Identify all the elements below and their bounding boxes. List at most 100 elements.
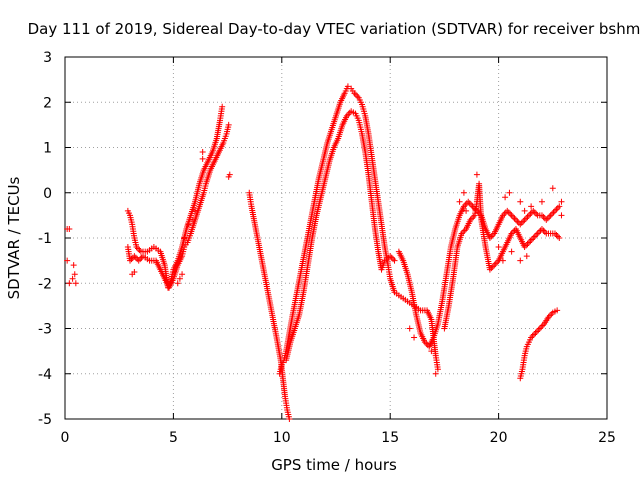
data-point (71, 271, 78, 278)
data-point-fill (390, 256, 397, 263)
data-point-fill (527, 238, 534, 245)
data-point (551, 207, 558, 214)
y-tick-label: 0 (43, 186, 52, 202)
data-point (192, 207, 199, 214)
data-point (534, 230, 541, 237)
data-point (286, 416, 293, 422)
data-points (64, 83, 565, 422)
data-point (536, 325, 543, 332)
data-point (463, 207, 470, 214)
data-point-fill (468, 201, 475, 208)
axis-tick-labels: 0 5 10 15 20 25 -5 -4 -3 -2 -1 0 1 2 3 (38, 50, 616, 446)
data-point (72, 280, 79, 287)
data-point-fill (524, 241, 531, 248)
data-point (521, 216, 528, 223)
data-point (517, 221, 524, 228)
y-tick-label: 1 (43, 141, 52, 157)
data-point (506, 189, 513, 196)
data-point (554, 307, 561, 314)
data-point-fill (524, 213, 531, 220)
data-point (225, 173, 232, 180)
data-point (181, 235, 188, 241)
data-point-fill (520, 218, 527, 225)
data-point (129, 271, 136, 278)
data-point (528, 203, 535, 210)
data-point-fill (514, 218, 521, 225)
data-point (499, 257, 506, 264)
x-tick-label: 20 (490, 430, 508, 446)
data-point-fill (528, 236, 535, 243)
data-point-fill (548, 311, 555, 318)
data-point-fill (489, 263, 496, 270)
data-point (558, 212, 565, 219)
data-point (199, 149, 206, 156)
data-point (199, 155, 206, 162)
x-tick-label: 25 (598, 430, 616, 446)
data-point (66, 225, 73, 232)
data-point-fill (527, 210, 534, 217)
data-point (64, 257, 71, 264)
data-point (502, 194, 509, 201)
data-point-fill (531, 233, 538, 240)
y-tick-label: -5 (38, 412, 52, 428)
data-point-fill (540, 213, 547, 220)
data-point-fill (536, 228, 543, 235)
data-point-fill (518, 219, 525, 226)
data-point-fill (510, 213, 517, 220)
data-point (521, 207, 528, 214)
chart-title: Day 111 of 2019, Sidereal Day-to-day VTE… (28, 20, 640, 38)
data-point-fill (466, 200, 473, 207)
y-tick-label: -4 (38, 367, 52, 383)
data-point-fill (352, 91, 359, 98)
data-point (179, 271, 186, 278)
data-point-fill (531, 209, 538, 216)
data-point-fill (533, 231, 540, 238)
data-point-fill (554, 233, 561, 240)
data-point-fill (553, 231, 560, 238)
data-point (189, 216, 196, 223)
data-point (225, 121, 232, 128)
data-point (504, 207, 511, 214)
data-point (549, 185, 556, 192)
data-point (69, 275, 76, 282)
data-point (391, 257, 398, 264)
data-point (473, 171, 480, 178)
y-tick-label: 3 (43, 50, 52, 66)
data-point (66, 280, 73, 287)
data-point (465, 198, 472, 205)
data-point (530, 235, 537, 241)
data-point-fill (554, 204, 561, 211)
x-tick-label: 5 (169, 430, 178, 446)
data-point (547, 212, 554, 219)
data-point (456, 198, 463, 205)
data-point (187, 230, 194, 237)
data-point (185, 221, 192, 228)
data-point-fill (507, 210, 514, 217)
data-point-fill (544, 215, 551, 222)
data-point (517, 257, 524, 264)
data-point (432, 370, 439, 377)
data-point (135, 257, 142, 264)
y-tick-label: -3 (38, 322, 52, 338)
data-point (543, 216, 550, 223)
data-point (434, 366, 441, 373)
data-point (512, 216, 519, 223)
data-point (70, 262, 77, 269)
data-point-fill (505, 209, 512, 216)
y-tick-label: 2 (43, 95, 52, 111)
x-axis-label: GPS time / hours (271, 456, 397, 474)
data-point (538, 198, 545, 205)
data-point (558, 198, 565, 205)
data-point-fill (538, 323, 545, 330)
data-point-fill (511, 215, 518, 222)
y-tick-label: -1 (38, 231, 52, 247)
data-point-fill (535, 327, 542, 334)
data-point-fill (546, 213, 553, 220)
data-point (495, 244, 502, 251)
data-point (406, 325, 413, 332)
data-point (556, 203, 563, 210)
x-tick-label: 15 (381, 430, 399, 446)
data-point (219, 103, 226, 110)
data-point (508, 212, 515, 219)
